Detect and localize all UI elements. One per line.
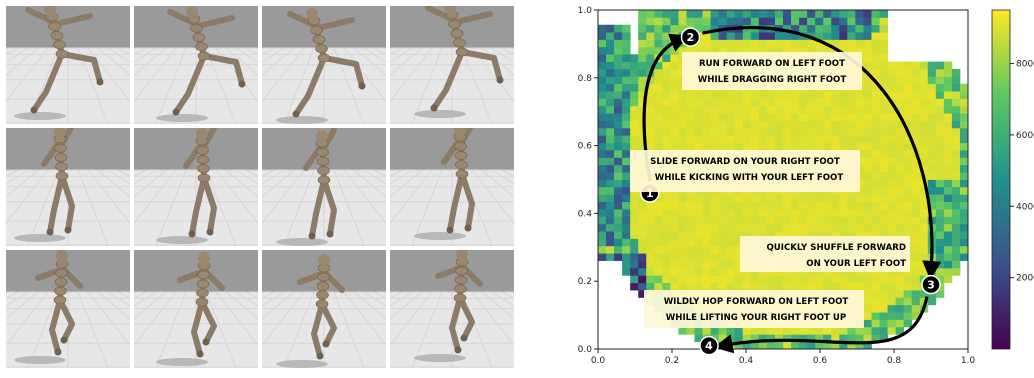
trajectory-arrow: [642, 33, 690, 182]
annotation-line: WILDLY HOP FORWARD ON LEFT FOOT: [664, 297, 849, 307]
y-tick-label: 0.4: [578, 209, 593, 219]
shadow: [14, 112, 66, 120]
simulation-frame: [390, 6, 514, 124]
shadow: [414, 110, 466, 118]
waypoint-number: 4: [705, 340, 713, 353]
y-tick-label: 0.0: [578, 345, 593, 355]
annotation-line: WHILE DRAGGING RIGHT FOOT: [698, 75, 847, 85]
annotation-line: SLIDE FORWARD ON YOUR RIGHT FOOT: [650, 157, 840, 167]
y-tick-label: 0.8: [578, 74, 593, 84]
waypoint-number: 3: [927, 279, 935, 292]
heatmap-chart: 0.0 0.2 0.4 0.6 0.8 1.0 0.0 0.2 0.4 0.6 0.8 1.0 1 2…: [578, 6, 1034, 366]
shadow: [14, 234, 66, 242]
humanoid-figure: [14, 128, 75, 242]
shadow: [414, 354, 466, 362]
head: [454, 128, 466, 136]
simulation-frame: [262, 6, 386, 124]
colorbar-tick-label: 8000: [1016, 60, 1034, 70]
trajectory-arrow: [702, 26, 942, 281]
colorbar: 2000 4000 6000 8000: [991, 9, 1034, 350]
annotation-line: RUN FORWARD ON LEFT FOOT: [699, 59, 845, 69]
annotation-line: QUICKLY SHUFFLE FORWARD: [766, 243, 906, 253]
y-tick-label: 0.6: [578, 142, 593, 152]
head: [198, 252, 210, 264]
waypoint-marker: 3: [921, 274, 941, 295]
sky-backdrop: [6, 6, 130, 48]
shadow: [414, 232, 466, 240]
simulation-frame: [262, 250, 386, 368]
head: [318, 254, 330, 266]
waypoint-number: 1: [646, 187, 654, 200]
simulation-frame: [390, 128, 514, 246]
annotations: SLIDE FORWARD ON YOUR RIGHT FOOT WHILE KI…: [630, 52, 910, 328]
annotation-box: WILDLY HOP FORWARD ON LEFT FOOT WHILE LIF…: [644, 290, 864, 328]
head: [54, 128, 66, 138]
shadow: [156, 236, 208, 244]
x-tick-label: 1.0: [961, 356, 976, 366]
heatmap-panel: 0.0 0.2 0.4 0.6 0.8 1.0 0.0 0.2 0.4 0.6 0.8 1.0 1 2…: [560, 0, 1034, 374]
humanoid-figure: [414, 250, 483, 362]
shadow: [276, 116, 328, 124]
head: [306, 8, 318, 20]
humanoid-figure: [276, 128, 337, 246]
annotation-box: QUICKLY SHUFFLE FORWARD ON YOUR LEFT FOOT: [740, 236, 910, 272]
y-tick-label: 1.0: [578, 6, 593, 16]
humanoid-figure: [156, 128, 217, 244]
x-tick-label: 0.8: [887, 356, 902, 366]
colorbar-tick-label: 2000: [1016, 274, 1034, 284]
humanoid-figure: [414, 6, 504, 118]
x-tick-label: 0.0: [591, 356, 606, 366]
figure-filmstrip: [6, 6, 514, 370]
simulation-frame: [134, 6, 258, 124]
y-tick-label: 0.2: [578, 277, 592, 287]
annotation-box: RUN FORWARD ON LEFT FOOT WHILE DRAGGING R…: [682, 52, 862, 90]
x-tick-label: 0.2: [665, 356, 679, 366]
humanoid-figure: [156, 6, 246, 122]
head: [186, 6, 198, 18]
simulation-frame: [262, 128, 386, 246]
trajectory: 1 2 3 4: [640, 26, 942, 356]
shadow: [276, 238, 328, 246]
head: [444, 6, 456, 14]
x-tick-label: 0.4: [739, 356, 754, 366]
simulation-frame: [134, 128, 258, 246]
simulation-frame: [6, 6, 130, 124]
shadow: [156, 114, 208, 122]
head: [456, 250, 468, 260]
annotation-line: WHILE KICKING WITH YOUR LEFT FOOT: [655, 173, 844, 183]
shadow: [156, 358, 208, 366]
simulation-frame: [6, 128, 130, 246]
colorbar-tick-label: 6000: [1016, 131, 1034, 141]
head: [44, 6, 56, 16]
shadow: [14, 356, 66, 364]
waypoint-marker: 4: [699, 335, 719, 356]
humanoid-figure: [156, 252, 225, 366]
head: [56, 250, 68, 262]
annotation-line: WHILE LIFTING YOUR RIGHT FOOT UP: [666, 313, 846, 323]
shadow: [276, 360, 328, 368]
humanoid-figure: [14, 6, 104, 120]
annotation-line: ON YOUR LEFT FOOT: [806, 259, 906, 269]
colorbar-gradient: [991, 9, 1011, 350]
waypoint-marker: 2: [680, 27, 701, 47]
simulation-frame: [134, 250, 258, 368]
trajectory-arrow: [713, 296, 929, 354]
plot-frame: [597, 9, 969, 350]
x-tick-label: 0.6: [813, 356, 828, 366]
simulation-frame: [390, 250, 514, 368]
humanoid-figure: [276, 8, 366, 124]
x-axis: 0.0 0.2 0.4 0.6 0.8 1.0: [591, 349, 976, 366]
humanoid-figure: [276, 254, 345, 368]
y-axis: 0.0 0.2 0.4 0.6 0.8 1.0: [578, 6, 598, 355]
head: [196, 128, 208, 140]
simulation-frame: [6, 250, 130, 368]
humanoid-figure: [414, 128, 475, 240]
colorbar-tick-label: 4000: [1016, 202, 1034, 212]
humanoid-figure: [14, 250, 83, 364]
waypoint-number: 2: [687, 31, 695, 44]
head: [316, 130, 328, 142]
annotation-box: SLIDE FORWARD ON YOUR RIGHT FOOT WHILE KI…: [630, 150, 860, 192]
